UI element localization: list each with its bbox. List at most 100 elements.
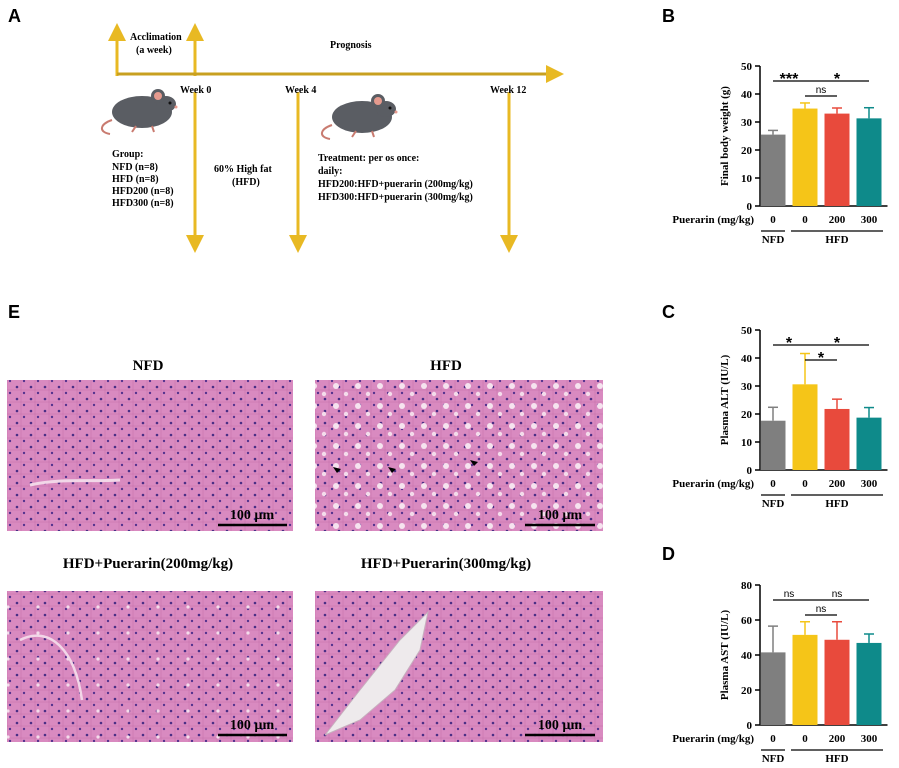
significance-label: ns: [816, 85, 827, 96]
bar: [760, 134, 786, 206]
treatment-line: daily:: [318, 166, 342, 177]
treatment-line: Treatment: per os once:: [318, 153, 419, 164]
lesion-arrow-icon: [333, 467, 341, 473]
dose-tick-label: 300: [861, 214, 878, 226]
group-label-nfd: NFD: [762, 234, 785, 246]
y-tick-label: 30: [741, 117, 753, 129]
y-tick-label: 50: [741, 325, 753, 337]
panel-a: A Acclimation (a week) Prognosis Week 0 …: [8, 6, 564, 253]
lesion-arrow-icon: [388, 467, 396, 473]
dose-tick-label: 200: [829, 733, 846, 745]
significance-label: *: [818, 350, 825, 367]
y-tick-label: 10: [741, 437, 753, 449]
week4-label: Week 4: [285, 85, 316, 96]
prognosis-label: Prognosis: [330, 40, 372, 51]
histo-title: NFD: [133, 358, 164, 374]
y-tick-label: 0: [747, 720, 753, 732]
scale-bar-label: 100 µm: [230, 718, 275, 733]
dose-tick-label: 300: [861, 733, 878, 745]
significance-label: *: [834, 335, 841, 352]
mouse-icon: [101, 89, 178, 135]
dose-tick-label: 0: [770, 733, 776, 745]
y-tick-label: 30: [741, 381, 753, 393]
y-tick-label: 60: [741, 615, 753, 627]
panel-e: E NFD HFD HFD+Puerarin(200mg/kg) HFD+Pue…: [7, 302, 603, 742]
scale-bar-label: 100 µm: [230, 508, 275, 523]
dose-tick-label: 300: [861, 478, 878, 490]
y-tick-label: 20: [741, 145, 753, 157]
group-item: NFD (n=8): [112, 162, 158, 173]
group-item: HFD300 (n=8): [112, 198, 174, 209]
histology-image-nfd: 100 µm: [7, 380, 293, 531]
x-axis-label: Puerarin (mg/kg): [672, 478, 754, 490]
scale-bar-label: 100 µm: [538, 718, 583, 733]
bar: [856, 642, 882, 725]
y-tick-label: 20: [741, 409, 753, 421]
y-tick-label: 50: [741, 61, 753, 73]
significance-label: *: [786, 335, 793, 352]
y-tick-label: 80: [741, 580, 753, 592]
bar: [792, 384, 818, 470]
group-item: HFD (n=8): [112, 174, 159, 185]
dose-tick-label: 0: [802, 478, 808, 490]
histo-title: HFD: [430, 358, 462, 374]
group-label-hfd: HFD: [825, 234, 848, 246]
panel-label-e: E: [8, 302, 20, 322]
y-tick-label: 40: [741, 353, 753, 365]
y-tick-label: 40: [741, 650, 753, 662]
y-tick-label: 40: [741, 89, 753, 101]
acclimation-sub-label: (a week): [136, 45, 172, 56]
bar: [824, 639, 850, 725]
panel-label-c: C: [662, 302, 675, 322]
week0-label: Week 0: [180, 85, 211, 96]
significance-label: ns: [816, 604, 827, 615]
dose-tick-label: 200: [829, 214, 846, 226]
y-axis-label: Final body weight (g): [719, 86, 731, 186]
week12-label: Week 12: [490, 85, 526, 96]
bar: [856, 417, 882, 470]
histology-image-hfd300: 100 µm: [315, 591, 603, 742]
y-axis-label: Plasma AST (IU/L): [719, 610, 731, 701]
panel-label-b: B: [662, 6, 675, 26]
acclimation-label: Acclimation: [130, 32, 182, 43]
bar: [824, 408, 850, 470]
mouse-icon: [321, 94, 398, 140]
x-axis-label: Puerarin (mg/kg): [672, 214, 754, 226]
treatment-line: HFD200:HFD+puerarin (200mg/kg): [318, 179, 473, 190]
dose-tick-label: 0: [802, 214, 808, 226]
bar: [760, 420, 786, 470]
group-label-nfd: NFD: [762, 498, 785, 510]
bar: [856, 118, 882, 206]
y-tick-label: 20: [741, 685, 753, 697]
chart-plasma-alt: C 0 10 20 30 40 50 Plasma ALT (IU/L) * * * Puerari…: [662, 302, 888, 510]
group-label-hfd: HFD: [825, 753, 848, 765]
scale-bar-label: 100 µm: [538, 508, 583, 523]
lesion-arrow-icon: [470, 460, 478, 466]
dose-tick-label: 0: [770, 478, 776, 490]
diet-label: 60% High fat: [214, 164, 272, 175]
dose-tick-label: 0: [770, 214, 776, 226]
bar: [760, 652, 786, 725]
bar: [824, 113, 850, 206]
histo-title: HFD+Puerarin(300mg/kg): [361, 556, 531, 572]
significance-label: ns: [832, 589, 843, 600]
panel-label-a: A: [8, 6, 21, 26]
y-axis-label: Plasma ALT (IU/L): [719, 354, 731, 445]
group-title: Group:: [112, 149, 144, 160]
significance-label: ns: [784, 589, 795, 600]
significance-label: ***: [780, 71, 799, 88]
x-axis-label: Puerarin (mg/kg): [672, 733, 754, 745]
dose-tick-label: 200: [829, 478, 846, 490]
group-label-hfd: HFD: [825, 498, 848, 510]
diet-sub-label: (HFD): [232, 177, 260, 188]
y-tick-label: 0: [747, 465, 753, 477]
panel-label-d: D: [662, 544, 675, 564]
significance-label: *: [834, 71, 841, 88]
treatment-line: HFD300:HFD+puerarin (300mg/kg): [318, 192, 473, 203]
histo-title: HFD+Puerarin(200mg/kg): [63, 556, 233, 572]
dose-tick-label: 0: [802, 733, 808, 745]
y-tick-label: 0: [747, 201, 753, 213]
histology-image-hfd200: 100 µm: [7, 591, 293, 742]
